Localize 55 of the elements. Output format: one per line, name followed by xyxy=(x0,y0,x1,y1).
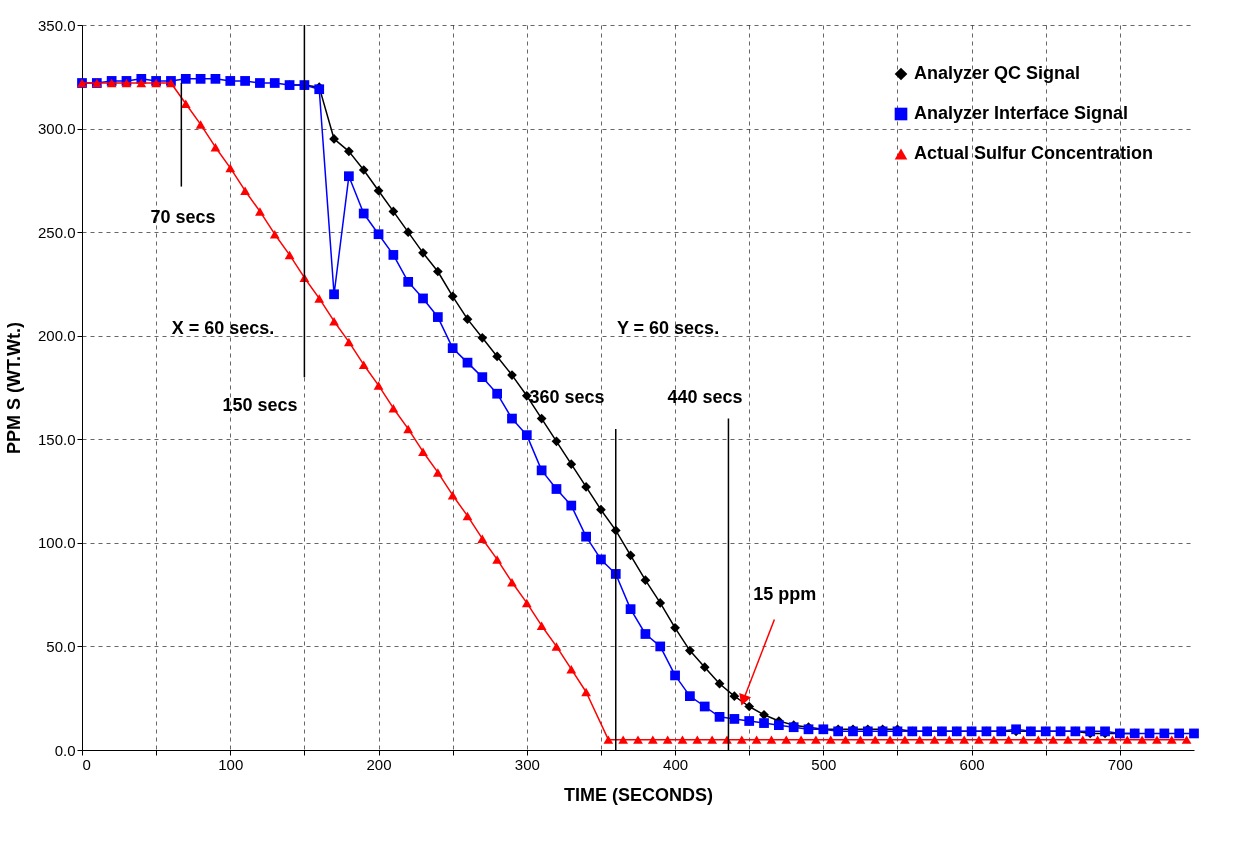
point xyxy=(432,266,443,277)
legend-label: Analyzer QC Signal xyxy=(914,63,1081,83)
point xyxy=(462,314,473,325)
x-tick-label: 600 xyxy=(959,755,985,773)
x-tick-label: 700 xyxy=(1107,755,1133,773)
x-axis-title: TIME (SECONDS) xyxy=(563,784,714,805)
point xyxy=(358,165,369,175)
y-tick-label: 300.0 xyxy=(37,120,76,138)
y-tick-label: 150.0 xyxy=(37,430,76,448)
x-tick-label: 300 xyxy=(514,755,540,773)
y-tick-label: 250.0 xyxy=(37,223,76,241)
x-tick-label: 500 xyxy=(811,755,837,773)
y-tick-label: 50.0 xyxy=(46,637,76,655)
point xyxy=(492,351,503,362)
point xyxy=(329,134,339,144)
point xyxy=(685,645,695,656)
point xyxy=(699,662,710,673)
point xyxy=(536,413,547,424)
y-axis-title: PPM S (WT.Wt.) xyxy=(3,322,24,454)
point xyxy=(418,247,428,258)
x-tick-label: 100 xyxy=(218,755,244,773)
point xyxy=(388,206,399,217)
annotation: 360 secs xyxy=(529,387,605,407)
point xyxy=(640,575,651,586)
point xyxy=(714,678,725,689)
point xyxy=(729,691,740,702)
x-tick-label: 0 xyxy=(82,755,91,773)
point xyxy=(403,227,414,238)
point xyxy=(344,146,354,157)
point xyxy=(447,291,458,302)
y-tick-label: 100.0 xyxy=(37,534,76,552)
y-tick-label: 200.0 xyxy=(37,327,76,345)
legend-label: Analyzer Interface Signal xyxy=(914,103,1129,123)
point xyxy=(670,622,680,633)
point xyxy=(373,185,384,196)
point xyxy=(655,598,666,608)
y-tick-label: 350.0 xyxy=(37,16,76,34)
y-tick-label: 0.0 xyxy=(54,741,76,759)
point xyxy=(625,550,636,561)
annotation: 70 secs xyxy=(150,207,216,227)
point xyxy=(566,459,577,470)
x-tick-label: 200 xyxy=(366,755,392,773)
point xyxy=(596,504,606,515)
legend-label: Actual Sulfur Concentration xyxy=(914,143,1154,163)
point xyxy=(759,709,769,720)
annotation: 440 secs xyxy=(667,387,743,407)
point xyxy=(477,332,488,343)
annotation: Y = 60 secs. xyxy=(616,318,720,338)
annotation: 15 ppm xyxy=(753,583,817,604)
annotation: X = 60 secs. xyxy=(171,318,275,338)
point xyxy=(581,482,591,492)
x-tick-label: 400 xyxy=(663,755,689,773)
annotation: 150 secs xyxy=(222,395,298,415)
point xyxy=(551,436,562,447)
point xyxy=(744,701,755,712)
